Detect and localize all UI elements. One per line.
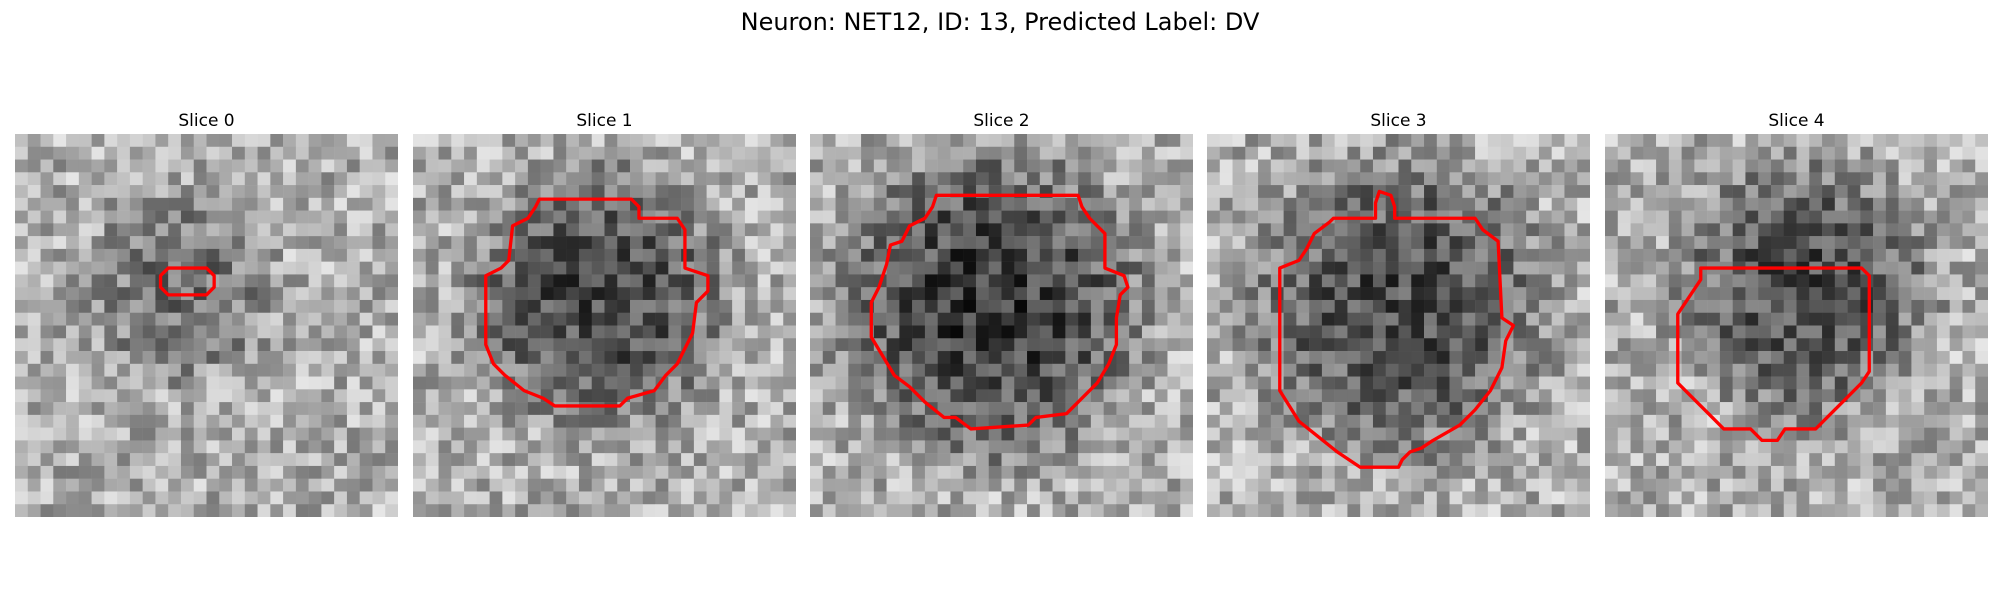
slice-panel-3: Slice 3 bbox=[1207, 108, 1590, 517]
slice-title-3: Slice 3 bbox=[1370, 111, 1427, 131]
slice-image-2 bbox=[810, 134, 1193, 517]
slice-image-1 bbox=[413, 134, 796, 517]
slice-image-4 bbox=[1605, 134, 1988, 517]
slice-panel-0: Slice 0 bbox=[15, 108, 398, 517]
slice-title-1: Slice 1 bbox=[576, 111, 633, 131]
figure-title: Neuron: NET12, ID: 13, Predicted Label: … bbox=[740, 8, 1260, 36]
slice-panel-2: Slice 2 bbox=[810, 108, 1193, 517]
slice-panel-4: Slice 4 bbox=[1605, 108, 1988, 517]
slice-image-3 bbox=[1207, 134, 1590, 517]
slice-panel-1: Slice 1 bbox=[413, 108, 796, 517]
slice-image-0 bbox=[15, 134, 398, 517]
slice-title-4: Slice 4 bbox=[1768, 111, 1825, 131]
slice-title-0: Slice 0 bbox=[178, 111, 235, 131]
roi-contour-4 bbox=[1676, 266, 1871, 443]
roi-contour-0 bbox=[158, 266, 216, 297]
roi-contour-3 bbox=[1278, 189, 1516, 469]
roi-contour-1 bbox=[484, 197, 710, 408]
roi-contour-2 bbox=[869, 193, 1130, 431]
slice-title-2: Slice 2 bbox=[973, 111, 1030, 131]
